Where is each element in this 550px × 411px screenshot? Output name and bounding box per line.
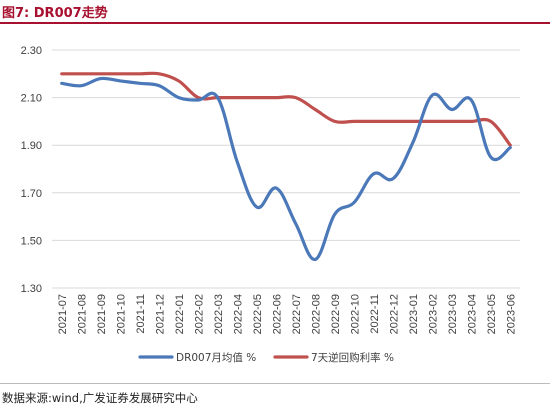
dr007-series-line	[60, 76, 512, 262]
title-bar: 图7: DR007走势	[0, 0, 550, 24]
footer-divider	[0, 383, 550, 384]
grid-lines	[52, 49, 520, 289]
y-axis-ticks: 1.30 1.50 1.70 1.90 2.10 2.30	[21, 45, 42, 295]
y-tick-label: 1.90	[21, 140, 42, 152]
x-tick-label: 2022-02	[193, 294, 205, 334]
x-tick-label: 2022-06	[271, 294, 283, 334]
x-tick-label: 2021-09	[96, 294, 108, 334]
source-note: 数据来源:wind,广发证券发展研究中心	[2, 391, 198, 405]
legend-item-dr007: DR007月均值 %	[138, 351, 256, 364]
y-tick-label: 2.30	[21, 45, 42, 57]
y-tick-label: 1.70	[21, 188, 42, 200]
x-tick-label: 2022-04	[232, 294, 244, 334]
legend-label: 7天逆回购利率 %	[311, 351, 394, 364]
series-lines	[60, 71, 512, 262]
x-tick-label: 2022-11	[369, 294, 381, 334]
x-tick-label: 2022-07	[291, 294, 303, 334]
legend-label: DR007月均值 %	[176, 351, 256, 364]
y-tick-label: 1.30	[21, 283, 42, 295]
x-tick-label: 2023-05	[486, 294, 498, 334]
x-tick-label: 2023-04	[466, 294, 478, 334]
x-tick-label: 2022-12	[388, 294, 400, 334]
x-tick-label: 2021-10	[115, 294, 127, 334]
x-axis-ticks: 2021-07 2021-08 2021-09 2021-10 2021-11 2021-…	[57, 294, 518, 334]
x-tick-label: 2022-09	[330, 294, 342, 334]
x-tick-label: 2022-05	[252, 294, 264, 334]
x-tick-label: 2021-08	[76, 294, 88, 334]
legend: DR007月均值 % 7天逆回购利率 %	[138, 351, 394, 364]
legend-item-reverse-repo: 7天逆回购利率 %	[273, 351, 394, 364]
x-tick-label: 2023-06	[505, 294, 517, 334]
chart-title: 图7: DR007走势	[2, 6, 108, 21]
x-tick-label: 2023-02	[427, 294, 439, 334]
y-tick-label: 1.50	[21, 235, 42, 247]
x-tick-label: 2021-12	[154, 294, 166, 334]
x-tick-label: 2022-10	[349, 294, 361, 334]
x-tick-label: 2022-01	[174, 294, 186, 334]
x-tick-label: 2021-11	[135, 294, 147, 334]
reverse-repo-series-line	[60, 71, 512, 147]
x-tick-label: 2022-03	[213, 294, 225, 334]
x-tick-label: 2022-08	[310, 294, 322, 334]
x-tick-label: 2021-07	[57, 294, 69, 334]
y-tick-label: 2.10	[21, 93, 42, 105]
x-tick-label: 2023-03	[447, 294, 459, 334]
x-tick-label: 2023-01	[408, 294, 420, 334]
